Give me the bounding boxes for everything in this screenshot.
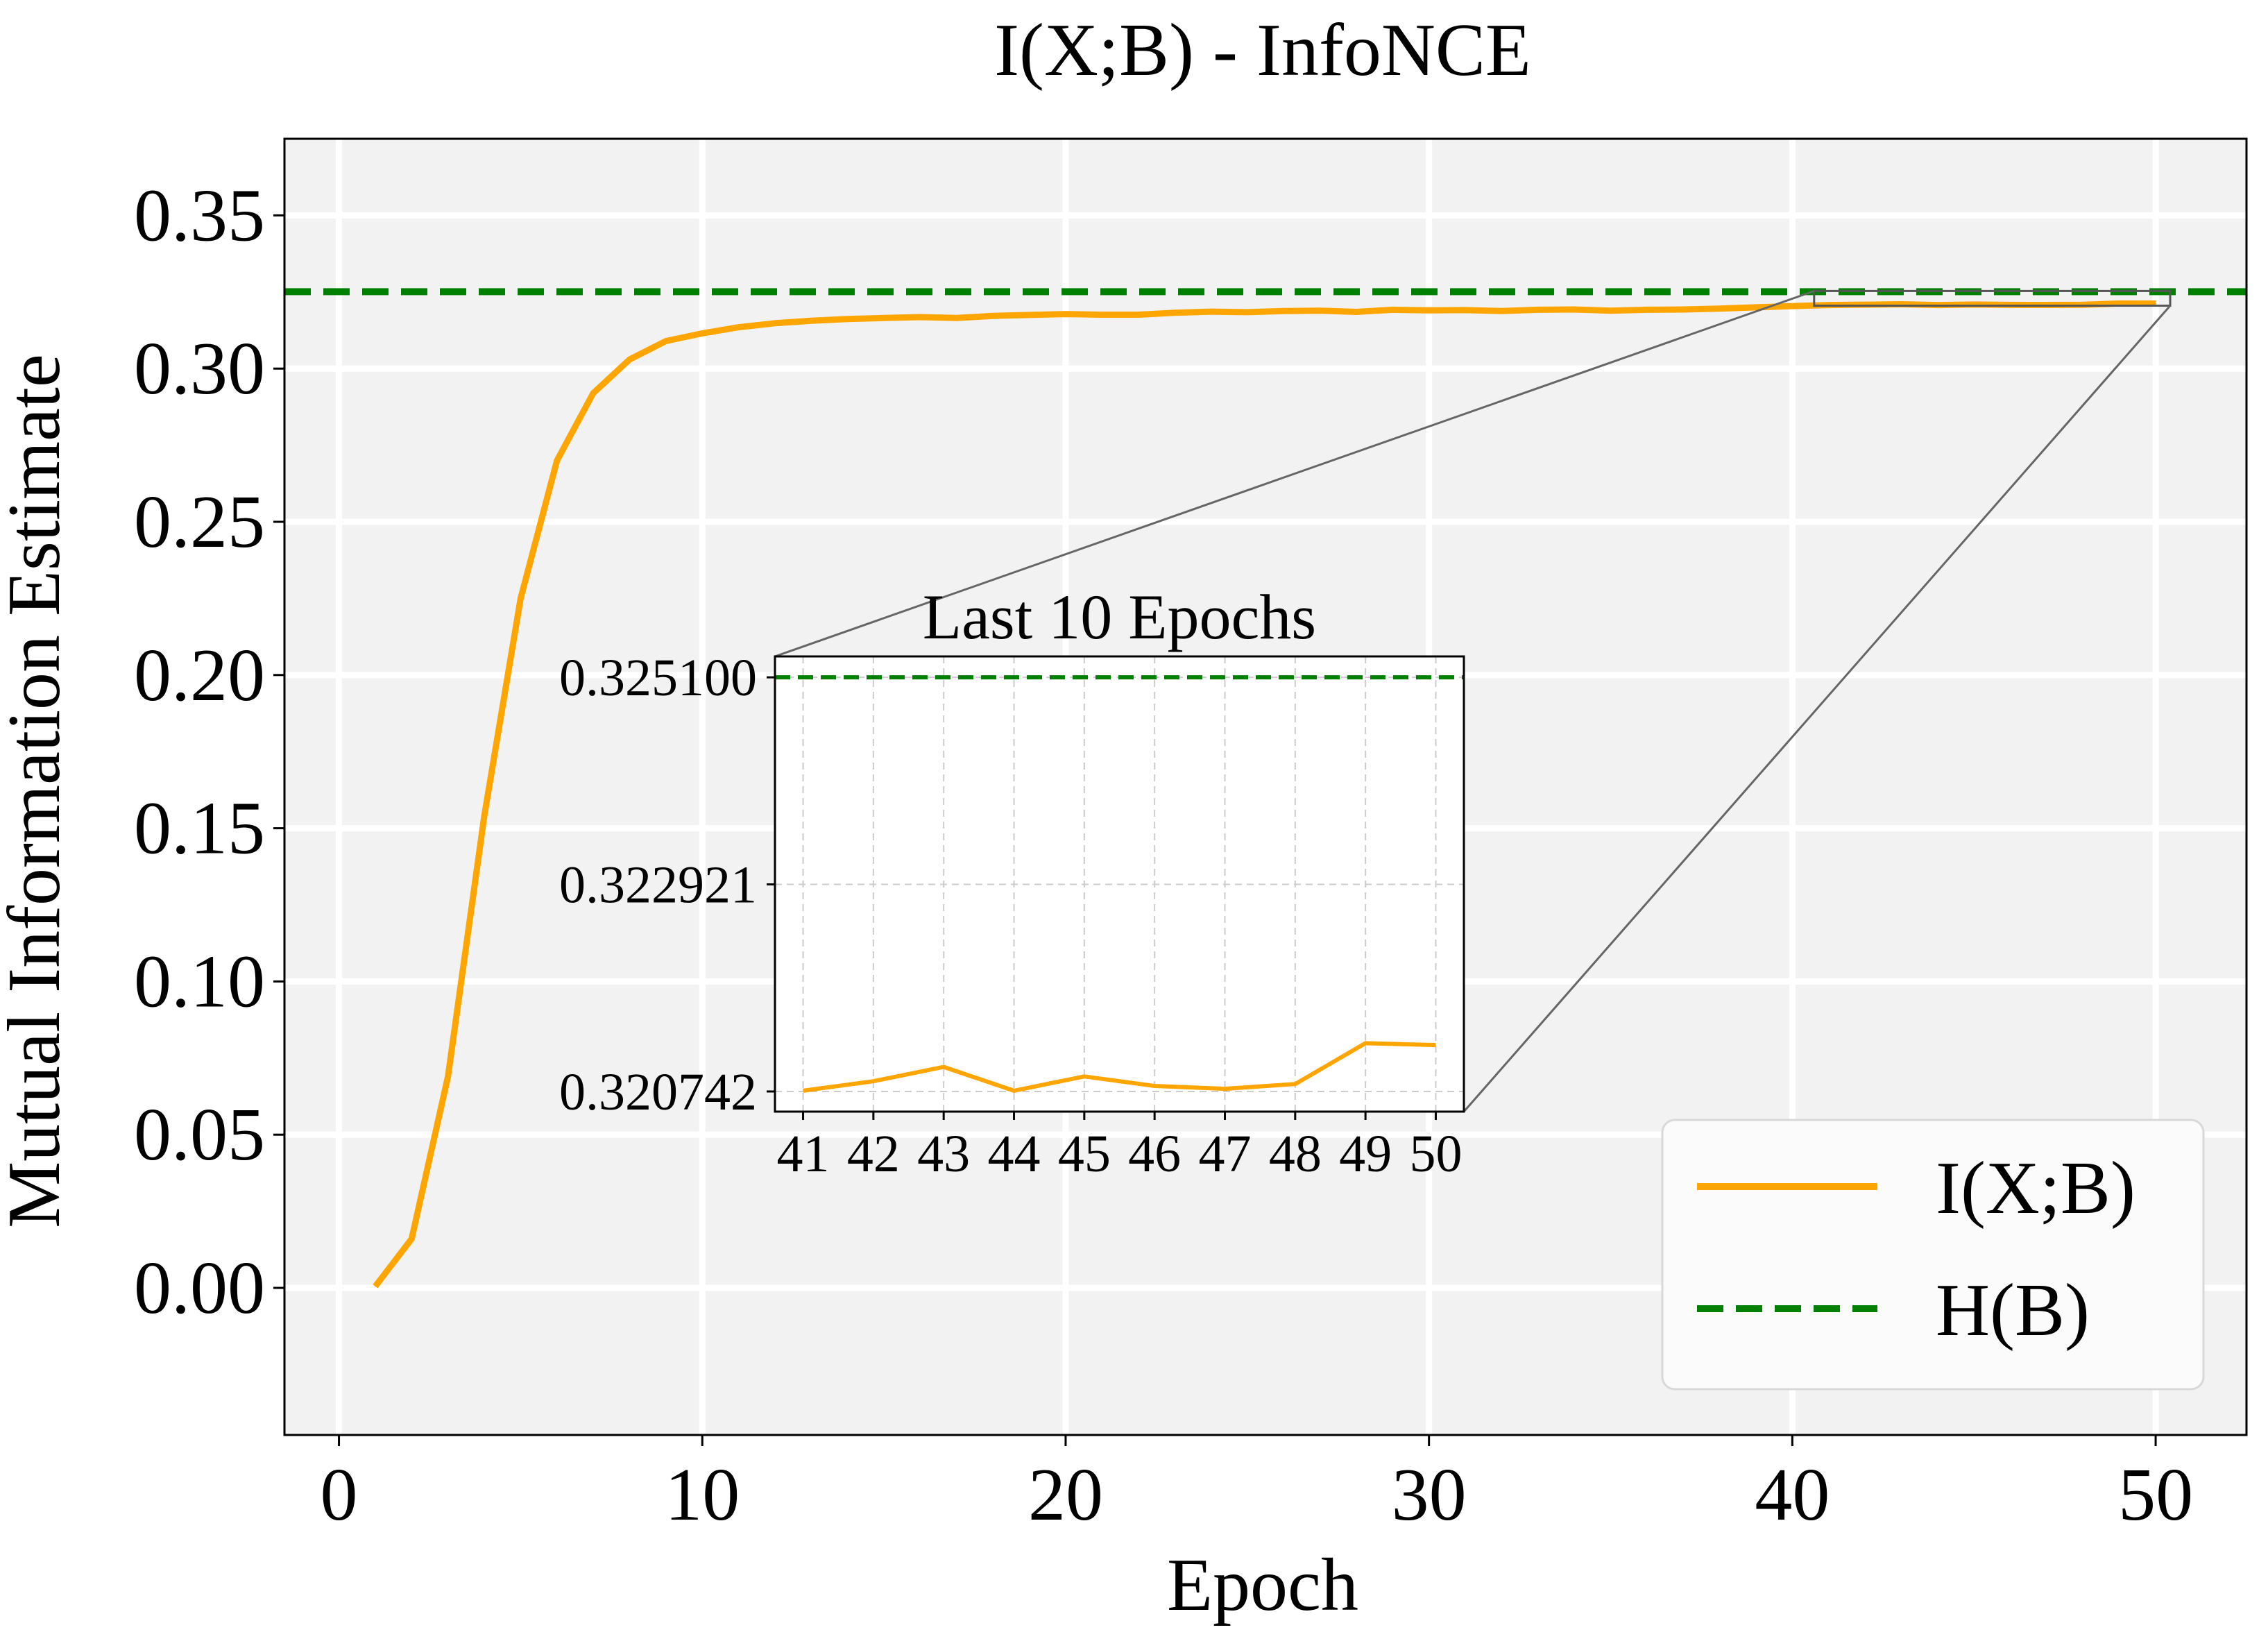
inset-x-tick-label: 48 bbox=[1269, 1125, 1322, 1183]
data-point bbox=[919, 316, 921, 318]
data-point bbox=[1537, 309, 1539, 310]
inset-series-line-ixb bbox=[803, 1041, 1436, 1093]
x-tick-label: 50 bbox=[2118, 1454, 2193, 1536]
data-point bbox=[556, 460, 558, 461]
data-point bbox=[447, 1076, 449, 1077]
chart-title: I(X;B) - InfoNCE bbox=[994, 9, 1531, 92]
inset-x-tick-label: 45 bbox=[1058, 1125, 1111, 1183]
zoom-box bbox=[1813, 289, 2172, 307]
zoom-connector-line bbox=[774, 289, 1815, 658]
data-point bbox=[847, 318, 849, 320]
y-tick-label: 0.35 bbox=[134, 174, 265, 257]
inset-title: Last 10 Epochs bbox=[923, 581, 1316, 652]
legend: I(X;B) H(B) bbox=[1661, 1119, 2205, 1391]
inset-x-tick-label: 43 bbox=[917, 1125, 970, 1183]
inset-x-tick-label: 46 bbox=[1128, 1125, 1181, 1183]
inset-y-tick-label: 0.325100 bbox=[559, 649, 757, 707]
x-tick-label: 40 bbox=[1755, 1454, 1830, 1536]
y-tick-label: 0.25 bbox=[134, 481, 265, 563]
x-tick-label: 0 bbox=[321, 1454, 358, 1536]
inset-x-tick-label: 50 bbox=[1409, 1125, 1462, 1183]
inset-data-point bbox=[1154, 1085, 1155, 1087]
data-point bbox=[1501, 310, 1502, 312]
x-tick-label: 20 bbox=[1028, 1454, 1103, 1536]
data-point bbox=[1900, 303, 1902, 305]
inset-y-tick-label: 0.322921 bbox=[559, 856, 757, 915]
plot-frame bbox=[283, 137, 2248, 1436]
inset-y-tick-label: 0.320742 bbox=[559, 1063, 757, 1121]
y-tick-label: 0.15 bbox=[134, 788, 265, 870]
data-point bbox=[520, 597, 521, 599]
y-tick-label: 0.10 bbox=[134, 940, 265, 1023]
data-point bbox=[1392, 309, 1393, 310]
y-tick-label: 0.30 bbox=[134, 328, 265, 410]
legend-label-ixb: I(X;B) bbox=[1936, 1147, 2135, 1230]
x-tick-label: 10 bbox=[665, 1454, 740, 1536]
legend-label-hb: H(B) bbox=[1936, 1269, 2090, 1352]
data-point bbox=[701, 332, 703, 334]
inset-x-tick-label: 44 bbox=[988, 1125, 1041, 1183]
y-tick-label: 0.00 bbox=[134, 1247, 265, 1330]
x-tick-label: 30 bbox=[1392, 1454, 1467, 1536]
x-axis-label: Epoch bbox=[1167, 1544, 1358, 1626]
inset-data-point bbox=[1365, 1042, 1366, 1044]
inset-data-point bbox=[1435, 1044, 1436, 1046]
inset-plot: 41 42 43 44 45 46 47 48 49 50 0.320742 0.322921 0.32… bbox=[559, 581, 1465, 1183]
data-point bbox=[1138, 314, 1139, 315]
zoom-connector-line bbox=[1463, 305, 2172, 1112]
data-point bbox=[1791, 305, 1793, 307]
zoom-connectors bbox=[774, 289, 2172, 1112]
y-tick-label: 0.20 bbox=[134, 634, 265, 717]
data-point bbox=[2119, 303, 2120, 304]
data-point bbox=[484, 815, 485, 817]
y-axis-label: Mutual Information Estimate bbox=[0, 354, 76, 1228]
inset-frame bbox=[774, 655, 1465, 1113]
inset-x-tick-label: 49 bbox=[1339, 1125, 1392, 1183]
inset-x-tick-label: 41 bbox=[777, 1125, 830, 1183]
data-point bbox=[1029, 314, 1030, 316]
data-point bbox=[1719, 308, 1721, 309]
data-point bbox=[1465, 309, 1466, 311]
inset-x-tick-label: 47 bbox=[1198, 1125, 1251, 1183]
y-tick-label: 0.05 bbox=[134, 1094, 265, 1176]
data-point bbox=[738, 327, 740, 328]
inset-x-tick-label: 42 bbox=[847, 1125, 900, 1183]
data-point bbox=[1610, 310, 1612, 312]
data-point bbox=[1646, 309, 1648, 310]
